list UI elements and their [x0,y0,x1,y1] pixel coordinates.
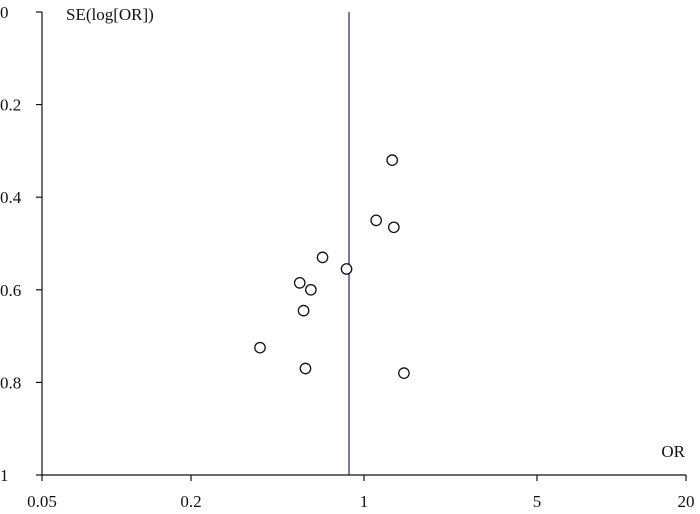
y-tick-label: 1 [0,466,9,485]
y-tick-label: 0.8 [0,373,21,392]
data-point [340,263,353,275]
y-tick-label: 0 [0,3,9,22]
data-points [254,154,410,379]
x-tick-label: 5 [533,492,542,511]
axes: 0 0.2 0.4 0.6 0.8 1 0.05 0.2 1 5 20 [0,3,695,511]
y-tick-label: 0.4 [0,188,22,207]
x-tick-label: 20 [678,492,695,511]
y-tick-label: 0.2 [0,96,21,115]
data-point [305,283,317,296]
data-point [386,154,399,167]
y-tick-label: 0.6 [0,281,21,300]
data-point [370,214,383,227]
y-axis-ticks: 0 0.2 0.4 0.6 0.8 1 [0,3,42,485]
x-tick-label: 1 [360,492,369,511]
x-axis-ticks: 0.05 0.2 1 5 20 [27,475,695,511]
data-point [297,304,310,317]
data-point [254,341,266,354]
y-axis-title: SE(log[OR]) [66,5,154,24]
data-point [299,362,312,375]
x-tick-label: 0.2 [180,492,201,511]
data-point [387,221,400,234]
data-point [293,277,306,289]
x-axis-title: OR [661,442,685,461]
data-point [398,367,410,379]
x-tick-label: 0.05 [27,492,57,511]
data-point [316,251,329,264]
